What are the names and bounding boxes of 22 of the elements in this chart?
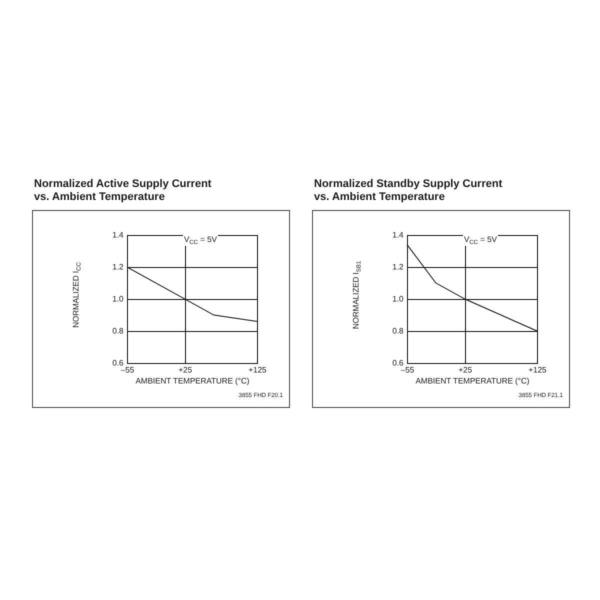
y-tick-label: 0.6 [392,358,404,368]
x-tick-label: +125 [248,366,268,374]
y-tick-label: 1.0 [112,294,124,304]
y-tick-label: 0.8 [112,326,124,336]
y-tick-label: 1.4 [112,230,124,240]
x-axis-title: AMBIENT TEMPERATURE (°C) [136,376,250,386]
x-tick-label: +25 [458,366,473,374]
x-tick-label: –55 [120,366,135,374]
y-tick-label: 1.0 [392,294,404,304]
y-tick-label: 1.2 [112,262,124,272]
chart-title: Normalized Standby Supply Current vs. Ambient Temperature [314,178,504,204]
y-tick-label: 1.2 [392,262,404,272]
y-tick-label: 0.6 [112,358,124,368]
chart-title: Normalized Active Supply Current vs. Ambient Temperature [34,178,212,204]
x-tick-label: –55 [400,366,415,374]
x-tick-label: +25 [178,366,193,374]
annotation: V$_{CC}$ = 5V [463,235,498,246]
y-tick-label: 0.8 [392,326,404,336]
y-tick-label: 1.4 [392,230,404,240]
x-tick-label: +125 [528,366,548,374]
x-axis-title: AMBIENT TEMPERATURE (°C) [416,376,530,386]
annotation: V$_{CC}$ = 5V [183,235,218,246]
